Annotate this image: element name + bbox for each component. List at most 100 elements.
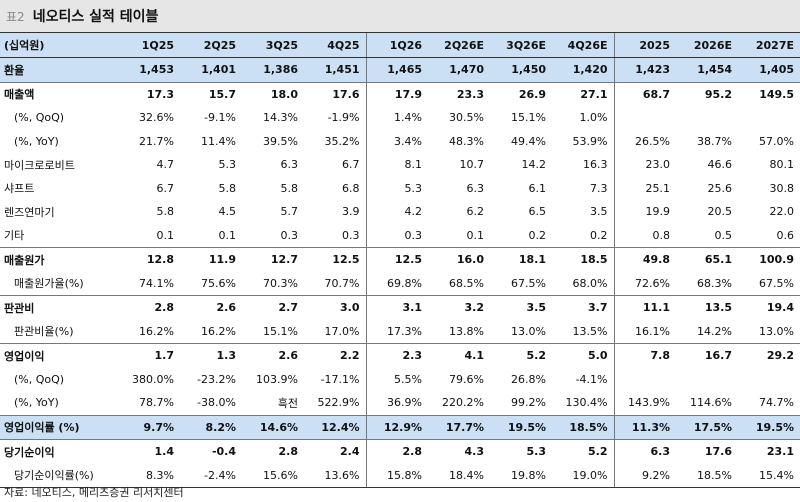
table-cell: 17.9 <box>365 81 428 106</box>
table-cell: 15.8% <box>365 463 428 488</box>
table-cell: 19.5% <box>738 414 800 440</box>
row-label: 기타 <box>4 229 25 243</box>
row-label: 당기순이익률(%) <box>0 463 118 488</box>
table-cell: 68.7 <box>613 81 676 106</box>
table-cell: 10.7 <box>459 158 485 172</box>
table-cell: 16.3 <box>583 158 608 172</box>
table-cell: 7.8 <box>613 343 676 368</box>
row-label: (%, YoY) <box>14 134 59 148</box>
table-cell: -2.4% <box>180 463 242 488</box>
row-label: 당기순이익 <box>0 439 118 464</box>
table-cell: 19.0% <box>552 463 614 488</box>
table-cell: 16.1% <box>613 319 676 344</box>
table-cell: 39.5% <box>263 134 298 148</box>
column-header: 2Q25 <box>180 32 242 58</box>
table-cell: 13.5 <box>676 295 738 320</box>
table-row: 영업이익률 (%) 9.7% 8.2% 14.6% 12.4% 12.9% 17.7% 19.… <box>0 414 800 440</box>
table-cell: 522.9% <box>317 396 360 410</box>
table-cell: 99.2% <box>511 396 546 410</box>
table-row: 환율 1,453 1,401 1,386 1,451 1,465 1,470 1,450 1,4… <box>0 57 800 82</box>
table-cell: 3.2 <box>428 295 490 320</box>
table-cell: 0.3 <box>342 228 360 242</box>
table-cell: 16.2% <box>201 324 236 338</box>
row-label: 판관비 <box>0 295 118 320</box>
table-cell: -23.2% <box>197 372 236 386</box>
table-row: 기타 0.1 0.1 0.3 0.3 0.3 0.1 0.2 0.2 0.8 0.5 0.6 <box>0 223 800 248</box>
table-cell: -0.4 <box>180 439 242 464</box>
table-cell: 0.3 <box>280 228 299 242</box>
row-label: (%, QoQ) <box>14 111 65 125</box>
table-cell: 143.9% <box>613 391 676 415</box>
table-row: 당기순이익률(%) 8.3% -2.4% 15.6% 13.6% 15.8% 18.4% 19… <box>0 463 800 488</box>
row-label: (%, YoY) <box>14 396 59 410</box>
table-cell: 18.5 <box>552 247 614 272</box>
table-cell: 48.3% <box>449 134 484 148</box>
table-cell: 80.1 <box>769 158 795 172</box>
table-cell: 0.1 <box>218 228 237 242</box>
source-note: 자료: 네오티스, 메리츠증권 리서치센터 <box>4 486 184 499</box>
table-caption: 표2 네오티스 실적 테이블 <box>0 0 800 32</box>
table-cell: 4.5 <box>218 205 237 219</box>
table-cell: 0.8 <box>613 223 676 248</box>
table-cell: 13.0% <box>511 324 546 338</box>
table-cell: 130.4% <box>565 396 608 410</box>
table-cell: 2.6 <box>180 295 242 320</box>
table-cell <box>613 367 676 391</box>
table-cell: 74.1% <box>139 276 174 290</box>
table-cell: 18.1 <box>490 247 552 272</box>
table-cell: 13.5% <box>572 324 608 338</box>
table-cell: 72.6% <box>613 271 676 296</box>
table-cell: 19.4 <box>738 295 800 320</box>
table-cell: 8.2% <box>180 414 242 440</box>
row-label: 마이크로로비트 <box>4 158 75 172</box>
column-header: 3Q26E <box>490 32 552 58</box>
table-cell: 6.3 <box>280 158 299 172</box>
table-cell: 5.3 <box>218 158 237 172</box>
table-cell: 95.2 <box>676 81 738 106</box>
table-cell: 1,453 <box>118 57 180 82</box>
row-label: 환율 <box>0 57 118 82</box>
table-cell: 1.4% <box>365 106 428 130</box>
table-cell: 17.0% <box>324 324 360 338</box>
table-cell: 53.9% <box>572 134 608 148</box>
table-cell: 18.0 <box>242 81 304 106</box>
table-cell: 12.8 <box>118 247 180 272</box>
table-cell: 0.3 <box>365 223 428 248</box>
table-row: 판관비율(%) 16.2% 16.2% 15.1% 17.0% 17.3% 13.8% 13.… <box>0 319 800 344</box>
column-header: 2Q26E <box>428 32 490 58</box>
table-row: 판관비 2.8 2.6 2.7 3.0 3.1 3.2 3.5 3.7 11.1 13.5 19.4 <box>0 295 800 320</box>
table-cell: 4.7 <box>156 158 175 172</box>
table-row: 매출원가 12.8 11.9 12.7 12.5 12.5 16.0 18.1 18.5 49.8… <box>0 247 800 272</box>
table-cell: 21.7% <box>139 134 174 148</box>
table-cell: 68.5% <box>449 276 484 290</box>
table-cell: 15.1% <box>263 324 298 338</box>
table-cell: 12.7 <box>242 247 304 272</box>
table-cell: 25.1 <box>613 176 676 200</box>
table-cell: 14.2 <box>521 158 547 172</box>
table-cell: 5.8 <box>156 205 175 219</box>
table-cell: 6.1 <box>528 181 547 195</box>
table-cell: 67.5% <box>511 276 546 290</box>
table-cell: 3.5 <box>490 295 552 320</box>
table-cell: 9.7% <box>118 414 180 440</box>
table-cell: 5.2 <box>490 343 552 368</box>
table-cell: 2.4 <box>304 439 366 464</box>
header-row: (십억원) 1Q25 2Q25 3Q25 4Q25 1Q26 2Q26E 3Q2… <box>0 32 800 58</box>
table-cell: 70.3% <box>263 276 298 290</box>
table-cell: 2.6 <box>242 343 304 368</box>
table-cell: 5.7 <box>280 205 299 219</box>
table-cell: 68.3% <box>697 276 732 290</box>
earnings-table: (십억원) 1Q25 2Q25 3Q25 4Q25 1Q26 2Q26E 3Q2… <box>0 32 800 488</box>
table-cell: 15.1% <box>511 111 546 125</box>
table-cell: 220.2% <box>442 396 484 410</box>
table-cell: 11.9 <box>180 247 242 272</box>
table-cell: 1,401 <box>180 57 242 82</box>
row-label: 매출원가율(%) <box>14 277 84 291</box>
table-cell: -4.1% <box>575 372 608 386</box>
row-label: 영업이익 <box>0 343 118 368</box>
table-cell: 68.0% <box>572 276 608 290</box>
table-cell: 8.1 <box>365 153 428 177</box>
table-cell: 65.1 <box>676 247 738 272</box>
table-cell: 114.6% <box>690 396 732 410</box>
column-header: 4Q26E <box>552 32 614 58</box>
